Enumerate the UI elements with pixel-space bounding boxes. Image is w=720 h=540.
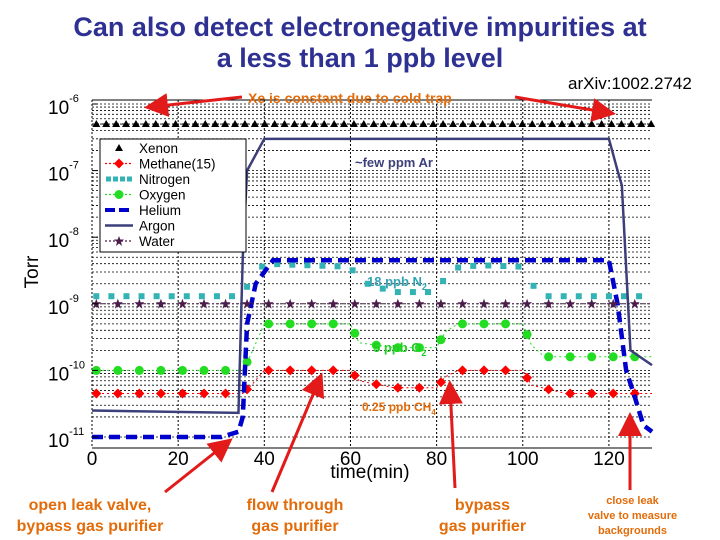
series-nitrogen xyxy=(93,261,643,300)
step1-line2: bypass gas purifier xyxy=(16,518,164,535)
step3-annotation: bypass gas purifier xyxy=(415,495,550,537)
legend-item: Nitrogen xyxy=(106,172,190,187)
svg-text:10-10: 10-10 xyxy=(48,359,85,385)
xe-arrow-left xyxy=(144,93,243,117)
svg-text:10-7: 10-7 xyxy=(48,160,79,186)
svg-text:10-6: 10-6 xyxy=(48,93,79,119)
xe-arrow-right xyxy=(514,95,616,122)
legend-item: Water xyxy=(105,234,175,249)
svg-text:80: 80 xyxy=(426,449,447,470)
svg-text:10-9: 10-9 xyxy=(48,293,79,319)
svg-text:0: 0 xyxy=(87,449,98,470)
legend-item: Oxygen xyxy=(105,188,186,203)
methane-annotation: 0.25 ppb CH4 xyxy=(362,400,436,417)
step1-arrow xyxy=(164,438,233,494)
step1-annotation: open leak valve, bypass gas purifier xyxy=(0,495,180,537)
arxiv-reference: arXiv:1002.2742 xyxy=(568,74,692,93)
chart-series xyxy=(91,120,656,440)
svg-text:Xenon: Xenon xyxy=(139,141,178,156)
y-axis-ticks: 10-6 10-7 10-8 10-9 10-10 10-11 xyxy=(48,93,98,452)
svg-text:120: 120 xyxy=(593,449,625,470)
x-axis-ticks: 0 20 40 60 80 100 120 xyxy=(87,449,625,470)
step2-arrow xyxy=(270,372,325,493)
svg-text:100: 100 xyxy=(507,449,539,470)
svg-text:60: 60 xyxy=(340,449,361,470)
legend-item: Helium xyxy=(105,203,181,218)
step4-annotation: close leak valve to measure backgrounds xyxy=(570,494,695,539)
svg-text:Oxygen: Oxygen xyxy=(139,188,186,203)
step4-line1: close leak xyxy=(606,495,659,507)
y-axis-label: Torr xyxy=(22,255,43,288)
step2-line1: flow through xyxy=(246,497,344,514)
argon-annotation: ~few ppm Ar xyxy=(355,155,433,170)
svg-text:10-8: 10-8 xyxy=(48,226,79,252)
oxygen-annotation: 5 ppb O2 xyxy=(373,340,426,358)
step2-annotation: flow through gas purifier xyxy=(220,495,370,537)
title-line-1: Can also detect electronegative impuriti… xyxy=(73,12,647,42)
legend-item: Argon xyxy=(105,219,175,234)
step3-arrow xyxy=(438,380,463,489)
x-axis-label: time(min) xyxy=(330,462,409,483)
series-water xyxy=(91,298,652,309)
series-oxygen xyxy=(91,319,652,375)
svg-text:Helium: Helium xyxy=(139,203,181,218)
step3-line1: bypass xyxy=(454,497,511,514)
chart-legend: XenonMethane(15)NitrogenOxygenHeliumArgo… xyxy=(99,138,247,253)
series-helium xyxy=(92,258,654,440)
svg-text:Water: Water xyxy=(139,234,175,249)
svg-text:40: 40 xyxy=(254,449,275,470)
xenon-annotation: Xe is constant due to cold trap xyxy=(248,90,452,106)
svg-text:Methane(15): Methane(15) xyxy=(139,157,216,172)
svg-text:10-11: 10-11 xyxy=(48,426,84,452)
svg-text:Nitrogen: Nitrogen xyxy=(139,172,190,187)
step4-line3: backgrounds xyxy=(597,525,668,537)
title-line-2: a less than 1 ppb level xyxy=(216,43,504,73)
step4-line2: valve to measure xyxy=(587,510,678,522)
nitrogen-annotation: 18 ppb N2 xyxy=(367,274,427,292)
legend-item: Xenon xyxy=(115,141,178,156)
series-argon xyxy=(91,137,653,415)
step2-line2: gas purifier xyxy=(251,518,339,535)
svg-text:Argon: Argon xyxy=(139,219,175,234)
svg-text:20: 20 xyxy=(168,449,189,470)
step3-line2: gas purifier xyxy=(438,518,527,535)
series-xenon xyxy=(92,120,656,128)
step1-line1: open leak valve, xyxy=(28,497,152,514)
series-methane-15- xyxy=(91,365,652,399)
legend-item: Methane(15) xyxy=(105,157,216,172)
slide-title: Can also detect electronegative impuriti… xyxy=(0,12,720,74)
